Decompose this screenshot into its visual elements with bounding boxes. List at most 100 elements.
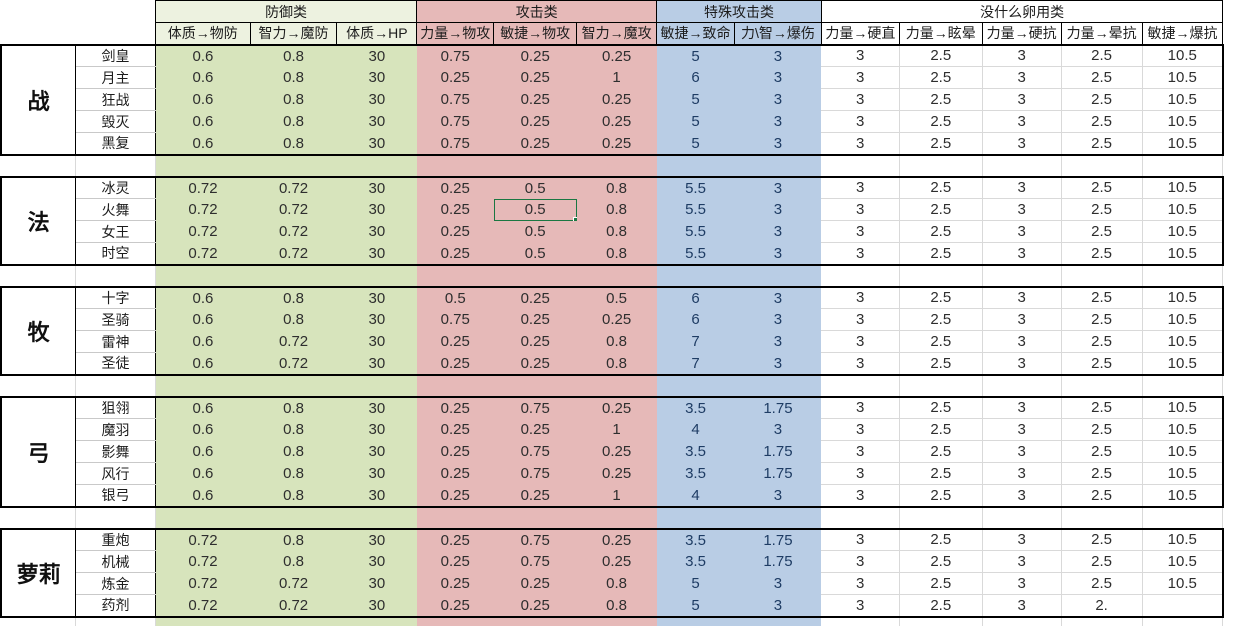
stat-cell[interactable]: 1 xyxy=(576,484,657,508)
stat-cell[interactable]: 3 xyxy=(821,395,900,419)
stat-cell[interactable]: 0.25 xyxy=(493,418,577,441)
class-name-cell[interactable]: 冰灵 xyxy=(75,175,156,199)
class-name-cell[interactable]: 月主 xyxy=(75,66,156,89)
stat-cell[interactable]: 0.72 xyxy=(155,242,251,266)
stat-cell[interactable] xyxy=(1142,594,1224,618)
stat-cell[interactable]: 0.25 xyxy=(576,462,657,485)
class-name-cell[interactable]: 炼金 xyxy=(75,572,156,595)
class-name-cell[interactable]: 狂战 xyxy=(75,88,156,111)
stat-cell[interactable]: 30 xyxy=(336,43,417,67)
stat-cell[interactable]: 2.5 xyxy=(1061,43,1143,67)
stat-cell[interactable]: 2.5 xyxy=(899,110,983,133)
stat-cell[interactable]: 5 xyxy=(656,88,735,111)
stat-cell[interactable]: 2.5 xyxy=(1061,220,1143,243)
stat-cell[interactable]: 3 xyxy=(734,66,822,89)
stat-cell[interactable]: 2.5 xyxy=(899,220,983,243)
stat-cell[interactable]: 3 xyxy=(821,308,900,331)
stat-cell[interactable]: 0.8 xyxy=(250,110,337,133)
stat-cell[interactable]: 1 xyxy=(576,418,657,441)
stat-cell[interactable]: 5 xyxy=(656,110,735,133)
stat-cell[interactable]: 3 xyxy=(821,43,900,67)
stat-cell[interactable]: 3 xyxy=(982,352,1062,376)
stat-cell[interactable]: 0.8 xyxy=(576,352,657,376)
stat-cell[interactable]: 2.5 xyxy=(899,352,983,376)
stat-cell[interactable]: 10.5 xyxy=(1142,43,1224,67)
stat-cell[interactable]: 2.5 xyxy=(1061,88,1143,111)
stat-cell[interactable]: 0.8 xyxy=(576,594,657,618)
stat-cell[interactable]: 2.5 xyxy=(899,198,983,221)
stat-cell[interactable]: 10.5 xyxy=(1142,175,1224,199)
stat-cell[interactable]: 2.5 xyxy=(899,132,983,156)
stat-cell[interactable]: 0.8 xyxy=(250,66,337,89)
class-name-cell[interactable]: 重炮 xyxy=(75,527,156,551)
stat-cell[interactable]: 10.5 xyxy=(1142,132,1224,156)
stat-cell[interactable]: 0.8 xyxy=(576,330,657,353)
stat-cell[interactable]: 30 xyxy=(336,198,417,221)
stat-cell[interactable]: 7 xyxy=(656,330,735,353)
stat-cell[interactable]: 0.75 xyxy=(493,527,577,551)
stat-cell[interactable]: 0.8 xyxy=(250,308,337,331)
stat-cell[interactable]: 3 xyxy=(821,66,900,89)
stat-cell[interactable]: 30 xyxy=(336,462,417,485)
stat-cell[interactable]: 2.5 xyxy=(899,43,983,67)
class-name-cell[interactable]: 银弓 xyxy=(75,484,156,508)
stat-cell[interactable]: 2.5 xyxy=(899,418,983,441)
stat-cell[interactable]: 0.8 xyxy=(250,395,337,419)
stat-cell[interactable]: 0.25 xyxy=(493,110,577,133)
stat-cell[interactable]: 3 xyxy=(821,198,900,221)
column-header[interactable]: 力量→硬抗 xyxy=(981,22,1062,45)
stat-cell[interactable]: 1.75 xyxy=(734,440,822,463)
stat-cell[interactable]: 5.5 xyxy=(656,242,735,266)
stat-cell[interactable]: 5.5 xyxy=(656,198,735,221)
stat-cell[interactable]: 0.75 xyxy=(416,110,494,133)
stat-cell[interactable]: 2.5 xyxy=(1061,110,1143,133)
stat-cell[interactable]: 3 xyxy=(982,66,1062,89)
stat-cell[interactable]: 30 xyxy=(336,220,417,243)
stat-cell[interactable]: 0.6 xyxy=(155,440,251,463)
stat-cell[interactable]: 0.5 xyxy=(416,285,494,309)
stat-cell[interactable]: 2.5 xyxy=(899,66,983,89)
stat-cell[interactable]: 3 xyxy=(734,175,822,199)
stat-cell[interactable]: 2.5 xyxy=(899,484,983,508)
stat-cell[interactable]: 0.25 xyxy=(416,484,494,508)
stat-cell[interactable]: 30 xyxy=(336,527,417,551)
stat-cell[interactable]: 5 xyxy=(656,594,735,618)
stat-cell[interactable]: 3 xyxy=(982,132,1062,156)
stat-cell[interactable]: 0.75 xyxy=(416,308,494,331)
stat-cell[interactable]: 3 xyxy=(982,462,1062,485)
stat-cell[interactable]: 3 xyxy=(821,132,900,156)
stat-cell[interactable]: 0.25 xyxy=(493,352,577,376)
stat-cell[interactable]: 2.5 xyxy=(899,242,983,266)
stat-cell[interactable]: 3 xyxy=(821,352,900,376)
stat-cell[interactable]: 0.25 xyxy=(576,88,657,111)
stat-cell[interactable]: 0.25 xyxy=(576,308,657,331)
stat-cell[interactable]: 0.25 xyxy=(416,66,494,89)
stat-cell[interactable]: 0.6 xyxy=(155,308,251,331)
stat-cell[interactable]: 0.6 xyxy=(155,395,251,419)
stat-cell[interactable]: 2.5 xyxy=(1061,198,1143,221)
stat-cell[interactable]: 0.25 xyxy=(576,395,657,419)
column-header[interactable]: 体质→物防 xyxy=(154,22,251,45)
class-name-cell[interactable]: 风行 xyxy=(75,462,156,485)
class-name-cell[interactable]: 黑复 xyxy=(75,132,156,156)
stat-cell[interactable]: 0.6 xyxy=(155,110,251,133)
stat-cell[interactable]: 3 xyxy=(821,242,900,266)
stat-cell[interactable]: 0.25 xyxy=(493,330,577,353)
stat-cell[interactable]: 30 xyxy=(336,418,417,441)
stat-cell[interactable]: 2.5 xyxy=(1061,572,1143,595)
stat-cell[interactable]: 5 xyxy=(656,572,735,595)
stat-cell[interactable]: 0.25 xyxy=(493,285,577,309)
stat-cell[interactable]: 10.5 xyxy=(1142,242,1224,266)
stat-cell[interactable]: 3 xyxy=(734,418,822,441)
stat-cell[interactable]: 3 xyxy=(982,242,1062,266)
stat-cell[interactable]: 3 xyxy=(982,550,1062,573)
stat-cell[interactable]: 0.25 xyxy=(416,242,494,266)
stat-cell[interactable]: 1 xyxy=(576,66,657,89)
stat-cell[interactable]: 0.25 xyxy=(416,395,494,419)
stat-cell[interactable]: 3 xyxy=(982,110,1062,133)
stat-cell[interactable]: 2.5 xyxy=(899,572,983,595)
column-header[interactable]: 智力→魔防 xyxy=(249,22,338,45)
stat-cell[interactable]: 10.5 xyxy=(1142,440,1224,463)
column-group-header[interactable]: 防御类 xyxy=(154,0,418,23)
stat-cell[interactable]: 0.72 xyxy=(155,594,251,618)
